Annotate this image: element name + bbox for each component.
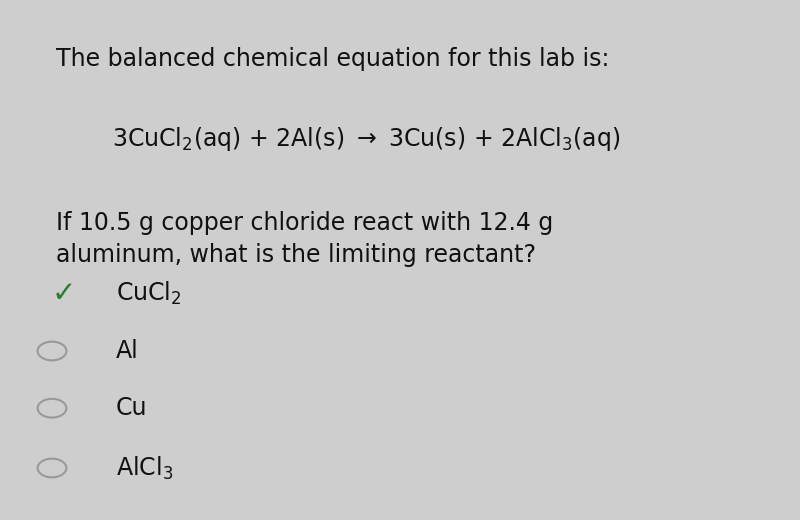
Text: 3CuCl$_2$(aq) + 2Al(s) $\rightarrow$ 3Cu(s) + 2AlCl$_3$(aq): 3CuCl$_2$(aq) + 2Al(s) $\rightarrow$ 3Cu…: [112, 125, 621, 153]
Text: ✓: ✓: [52, 280, 76, 308]
Text: The balanced chemical equation for this lab is:: The balanced chemical equation for this …: [56, 47, 610, 71]
Text: Cu: Cu: [116, 396, 147, 420]
Text: If 10.5 g copper chloride react with 12.4 g
aluminum, what is the limiting react: If 10.5 g copper chloride react with 12.…: [56, 211, 554, 267]
Text: Al: Al: [116, 339, 138, 363]
Text: AlCl$_3$: AlCl$_3$: [116, 454, 173, 482]
Text: CuCl$_2$: CuCl$_2$: [116, 280, 182, 307]
